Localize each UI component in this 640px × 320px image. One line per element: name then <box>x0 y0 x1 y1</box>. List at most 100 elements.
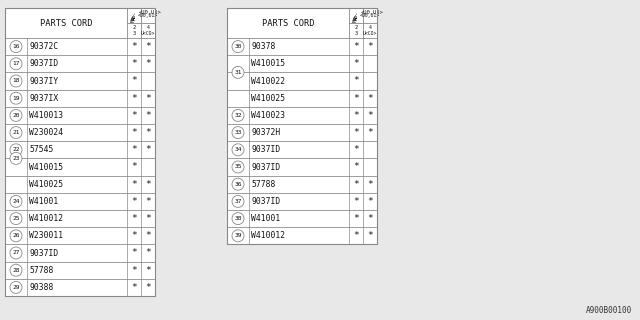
Bar <box>5 38 155 55</box>
Text: *: * <box>353 163 359 172</box>
Bar <box>227 72 377 90</box>
Text: *: * <box>353 231 359 240</box>
Circle shape <box>10 75 22 87</box>
Text: *: * <box>145 231 151 240</box>
Circle shape <box>10 152 22 164</box>
Text: 90372C: 90372C <box>29 42 58 51</box>
Text: 9037ID: 9037ID <box>251 197 280 206</box>
Bar <box>5 72 155 90</box>
Text: *: * <box>145 283 151 292</box>
Text: <U0,U1>: <U0,U1> <box>138 13 158 18</box>
Text: *: * <box>131 59 137 68</box>
Text: *: * <box>145 266 151 275</box>
Text: *: * <box>131 266 137 275</box>
Text: W230011: W230011 <box>29 231 63 240</box>
Bar <box>5 124 155 141</box>
Text: *: * <box>367 111 373 120</box>
Text: 9037IY: 9037IY <box>29 76 58 85</box>
Text: 4
U<CO>: 4 U<CO> <box>363 25 377 36</box>
Text: *: * <box>353 145 359 154</box>
Text: <U0,U1>: <U0,U1> <box>139 10 162 15</box>
Bar <box>227 227 377 244</box>
Text: *: * <box>353 180 359 189</box>
Bar <box>5 176 155 193</box>
Bar <box>5 107 155 124</box>
Text: *: * <box>131 128 137 137</box>
Circle shape <box>10 247 22 259</box>
Text: *: * <box>131 249 137 258</box>
Text: *: * <box>131 163 137 172</box>
Circle shape <box>232 196 244 207</box>
Text: 9037ID: 9037ID <box>251 163 280 172</box>
Text: *: * <box>367 231 373 240</box>
Text: 23: 23 <box>12 156 20 161</box>
Text: *: * <box>367 42 373 51</box>
Bar <box>227 8 377 38</box>
Circle shape <box>232 41 244 52</box>
Text: 57788: 57788 <box>251 180 275 189</box>
Text: W410013: W410013 <box>29 111 63 120</box>
Text: *: * <box>353 42 359 51</box>
Bar <box>227 124 377 141</box>
Text: 90378: 90378 <box>251 42 275 51</box>
Text: <U0,U1>: <U0,U1> <box>360 13 380 18</box>
Bar <box>5 227 155 244</box>
Text: 34: 34 <box>234 147 242 152</box>
Text: 29: 29 <box>12 285 20 290</box>
Bar <box>227 176 377 193</box>
Text: *: * <box>145 111 151 120</box>
Text: 25: 25 <box>12 216 20 221</box>
Text: *: * <box>145 59 151 68</box>
Text: 17: 17 <box>12 61 20 66</box>
Text: 2
3: 2 3 <box>132 25 136 36</box>
Text: No.: No. <box>353 11 358 20</box>
Circle shape <box>10 92 22 104</box>
Circle shape <box>10 264 22 276</box>
Text: 16: 16 <box>12 44 20 49</box>
Circle shape <box>232 161 244 173</box>
Text: 18: 18 <box>12 78 20 84</box>
Bar <box>227 107 377 124</box>
Text: 33: 33 <box>234 130 242 135</box>
Circle shape <box>10 230 22 242</box>
Bar <box>5 8 155 296</box>
Text: *: * <box>131 42 137 51</box>
Text: W410023: W410023 <box>251 111 285 120</box>
Text: *: * <box>131 111 137 120</box>
Circle shape <box>10 281 22 293</box>
Circle shape <box>232 212 244 225</box>
Bar <box>227 55 377 72</box>
Text: 2
3: 2 3 <box>355 25 358 36</box>
Text: No.: No. <box>353 11 358 21</box>
Text: W410012: W410012 <box>251 231 285 240</box>
Text: 26: 26 <box>12 233 20 238</box>
Text: PARTS CORD: PARTS CORD <box>40 19 92 28</box>
Circle shape <box>232 127 244 139</box>
Bar <box>227 210 377 227</box>
Bar <box>5 90 155 107</box>
Text: *: * <box>145 214 151 223</box>
Bar <box>227 8 377 244</box>
Text: 30: 30 <box>234 44 242 49</box>
Text: *: * <box>353 94 359 103</box>
Text: 39: 39 <box>234 233 242 238</box>
Circle shape <box>10 58 22 70</box>
Text: W410015: W410015 <box>29 163 63 172</box>
Text: *: * <box>131 145 137 154</box>
Circle shape <box>10 144 22 156</box>
Text: *: * <box>131 283 137 292</box>
Text: *: * <box>145 249 151 258</box>
Text: *: * <box>145 180 151 189</box>
Text: *: * <box>367 94 373 103</box>
Text: *: * <box>131 94 137 103</box>
Text: *: * <box>131 231 137 240</box>
Text: 32: 32 <box>234 113 242 118</box>
Text: *: * <box>353 59 359 68</box>
Circle shape <box>232 144 244 156</box>
Text: A900B00100: A900B00100 <box>586 306 632 315</box>
Text: *: * <box>353 197 359 206</box>
Text: *: * <box>131 197 137 206</box>
Text: 19: 19 <box>12 96 20 101</box>
Text: 22: 22 <box>12 147 20 152</box>
Text: No.: No. <box>131 11 136 20</box>
